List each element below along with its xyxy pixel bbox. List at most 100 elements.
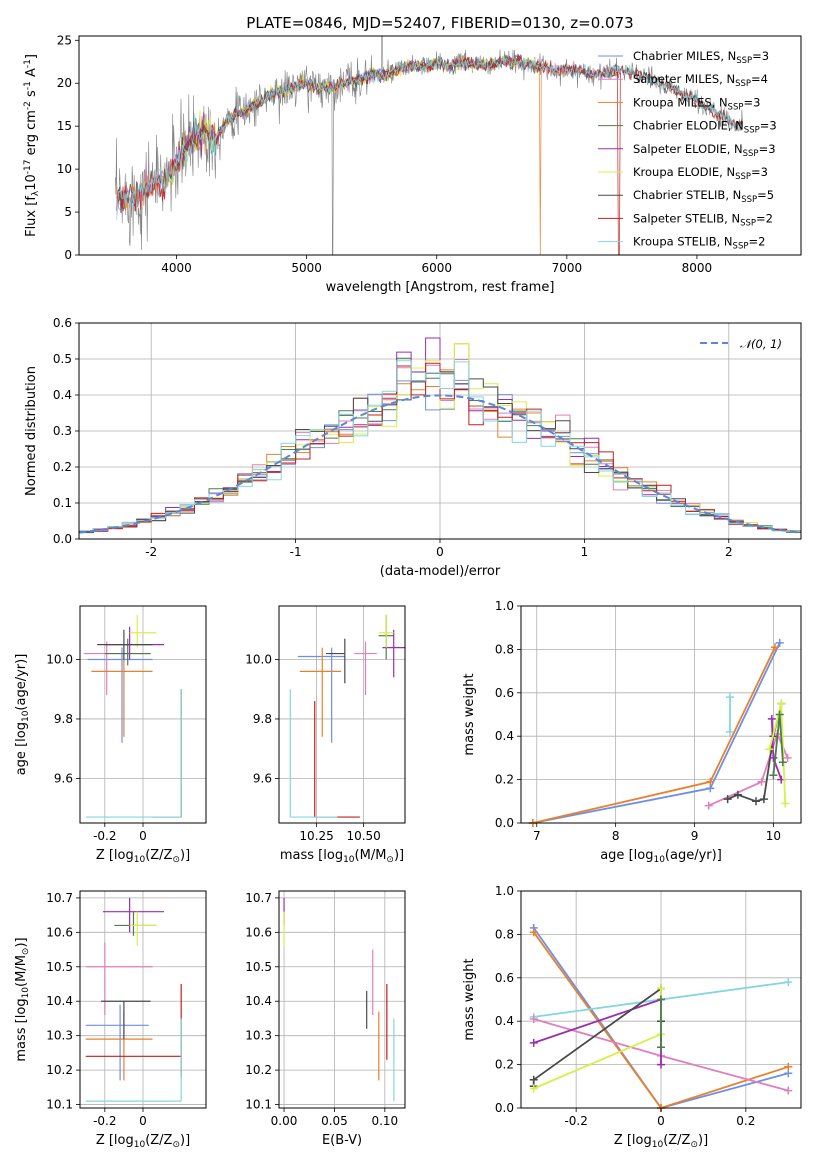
weight-point-marker [775,638,784,647]
y-tick-label: 10.6 [46,925,73,939]
weight-point-marker [529,1075,538,1084]
age-vs-metallicity-plot-area [83,614,182,818]
x-tick-label: 8 [612,829,620,843]
x-tick-label: 9 [691,829,699,843]
label-part: ⊙ [172,855,180,865]
label-part: λ [31,190,41,196]
legend-label-main: Kroupa STELIB, N [633,235,733,249]
label-part: )] [14,937,29,947]
weight-point-marker [759,795,768,804]
x-tick-label: 0.10 [371,1114,398,1128]
x-axis-label: (data-model)/error [380,564,501,579]
legend-label-tail: =3 [752,49,769,63]
weight-series-line [533,988,662,1090]
mass-vs-metallicity-axes: -0.2 010.110.210.310.410.510.610.7Z [log1… [14,890,207,1150]
x-tick-label: -1 [290,545,302,559]
legend-label-sub: SSP [735,172,751,182]
weight-point-marker [726,693,735,702]
residual-histogram-plot-area [78,337,802,536]
legend-label-main: Chabrier ELODIE, N [633,119,744,133]
y-tick-label: 10.4 [46,994,73,1008]
label-part: Z [log [96,848,134,863]
label-part: ⊙ [690,1140,698,1150]
label-part: (Z/Z [145,1133,172,1148]
x-tick-label: 6000 [421,261,452,275]
label-part: ⊙ [21,948,31,956]
y-tick-label: 0.3 [53,424,72,438]
age-vs-mass-axes: 10.25 10.50 9.6 9.8 10.0 mass [log10(M/M⊙)] [245,605,406,865]
weight-point-marker [767,714,776,723]
legend-label-main: Salpeter STELIB, N [633,211,740,225]
label-part: PLATE=0846, MJD=52407, FIBERID=0130, z=0… [246,14,633,32]
legend-label: Salpeter MILES, NSSP=4 [633,72,768,89]
label-part: Normed distribution [24,366,39,496]
y-tick-label: 9.8 [54,712,73,726]
legend-label-sub: SSP [736,56,752,66]
weight-point-marker [726,727,735,736]
y-tick-label: 0.8 [495,642,514,656]
label-part: 10 [134,855,146,865]
weight-point-marker [784,1086,793,1095]
legend-label-tail: =4 [751,72,768,86]
x-tick-label: 1 [581,545,589,559]
y-tick-label: 0.2 [495,773,514,787]
label-part: Z [log [614,1133,652,1148]
x-axis-label: age [log10(age/yr)] [600,848,722,865]
mass-vs-extinction-plot-area [283,897,395,1102]
label-part: 10 [652,1140,664,1150]
weight-point-marker [529,1015,538,1024]
label-part: wavelength [Angstrom, rest frame] [326,280,555,295]
y-axis-label: mass weight [462,673,477,755]
weight-point-marker [529,928,538,937]
mass-vs-metallicity-plot-area [85,897,182,1102]
legend-label-sub: SSP [728,102,744,112]
label-part: mass [log [280,848,343,863]
observed-spectrum-line [115,36,743,255]
label-part: )] [394,848,404,863]
y-tick-label: 0.4 [495,729,514,743]
x-tick-label: 7 [533,829,541,843]
x-tick-label: -2 [145,545,157,559]
legend-label-sub: SSP [743,149,759,159]
label-part: Z [log [96,1133,134,1148]
label-part: (data-model)/error [380,564,501,579]
label-part: erg cm [24,110,39,159]
y-tick-label: 0.1 [53,496,72,510]
legend-label: Salpeter STELIB, NSSP=2 [633,211,773,228]
y-tick-label: 9.6 [253,771,272,785]
legend-label: Chabrier MILES, NSSP=3 [633,49,769,66]
y-axis-label: mass weight [462,958,477,1040]
spectrum-legend: Chabrier MILES, NSSP=3 Salpeter MILES, NS… [598,49,777,252]
x-tick-label: 0.2 [736,1114,755,1128]
y-tick-label: 25 [57,33,72,47]
spectrum-axes: 4000 5000 6000 7000 8000 0 5 10 15 20 25 wavelength… [23,33,802,295]
x-tick-label: 10.25 [299,829,333,843]
label-part: -1 [23,59,33,68]
y-axis-label: mass [log10(M/M⊙)] [14,937,31,1061]
x-axis-label: Z [log10(Z/Z⊙)] [96,848,190,865]
x-tick-label: 10.50 [346,829,380,843]
label-part: age [log [14,722,29,775]
legend-label-sub: SSP [741,195,757,205]
x-axis-label: E(B-V) [322,1133,362,1148]
legend-label: Salpeter ELODIE, NSSP=3 [633,142,776,159]
x-tick-label: 0 [436,545,444,559]
y-tick-label: 9.8 [253,712,272,726]
axes-frame [520,605,802,824]
weight-point-marker [770,643,779,652]
y-tick-label: 10.7 [46,891,73,905]
y-tick-label: 0.2 [495,1058,514,1072]
label-part: 10 [134,1140,146,1150]
weight-point-marker [529,1038,538,1047]
label-part: 10 [653,855,665,865]
weight-point-marker [757,777,766,786]
x-axis-label: Z [log10(Z/Z⊙)] [614,1133,708,1150]
label-part: Flux [f [24,196,39,237]
y-tick-label: 1.0 [495,884,514,898]
y-tick-label: 0.6 [495,971,514,985]
weight-vs-metallicity-axes: -0.2 0 0.2 0.0 0.2 0.4 0.6 0.8 1.0 Z [log10(Z/Z⊙)… [462,884,802,1150]
legend-label: Chabrier STELIB, NSSP=5 [633,188,774,205]
label-part: mass [log [14,998,29,1061]
